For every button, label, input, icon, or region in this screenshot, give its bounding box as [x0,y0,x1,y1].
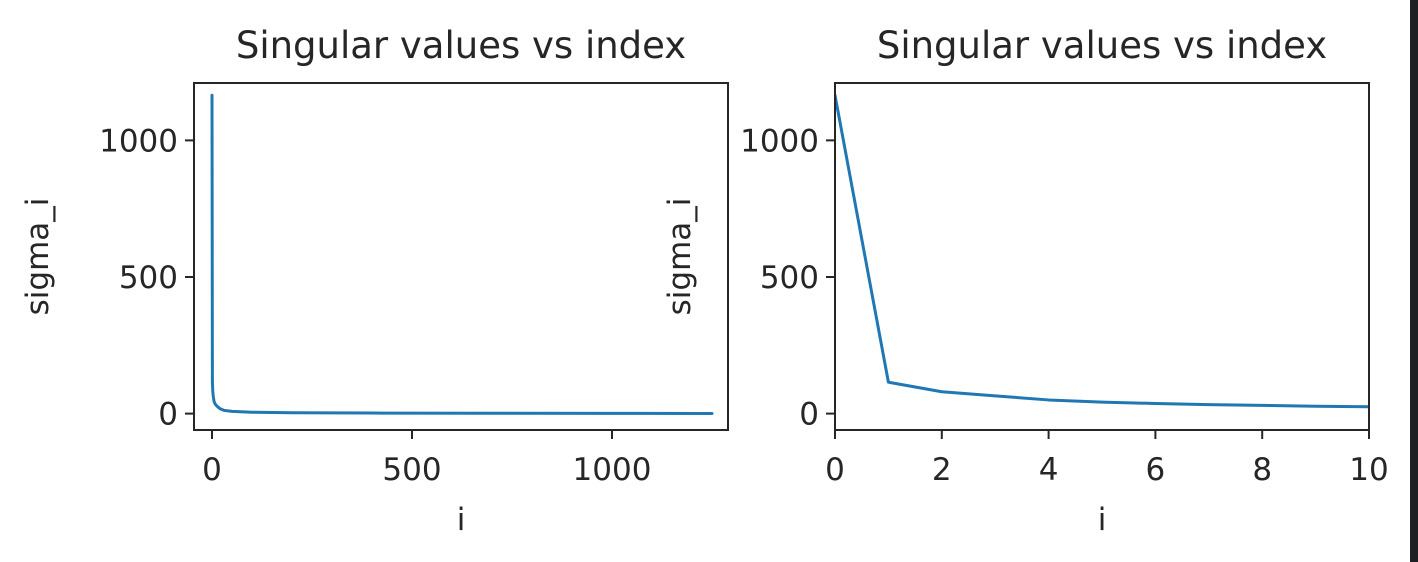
x-tick-label: 4 [1039,452,1059,488]
x-tick-label: 8 [1252,452,1272,488]
window-edge [1410,0,1418,562]
axes-frame [193,82,729,431]
y-axis-label: sigma_i [662,198,698,316]
y-tick-label: 1000 [740,123,819,159]
chart-left: Singular values vs index 0 500 1000 0 500 1000… [20,24,729,538]
y-tick-label: 1000 [99,123,178,159]
y-tick-label: 0 [799,397,819,433]
y-tick-label: 500 [760,260,819,296]
y-tick-label: 500 [119,260,178,296]
y-axis-label: sigma_i [20,198,56,316]
x-tick-label: 2 [932,452,952,488]
x-tick-label: 6 [1146,452,1166,488]
x-tick-label: 1000 [573,452,652,488]
x-tick-label: 0 [825,452,845,488]
chart-title: Singular values vs index [877,24,1327,67]
x-axis-label: i [457,502,466,538]
x-tick-label: 0 [202,452,222,488]
x-axis-label: i [1098,502,1107,538]
y-tick-label: 0 [158,397,178,433]
chart-title: Singular values vs index [236,24,686,67]
series-line [835,93,1369,409]
x-tick-label: 500 [382,452,441,488]
axes-frame [834,82,1370,431]
series-line [210,93,714,415]
chart-right: Singular values vs index 0 2 4 6 8 10 0 500 1000 i… [662,24,1389,538]
x-tick-label: 10 [1349,452,1388,488]
